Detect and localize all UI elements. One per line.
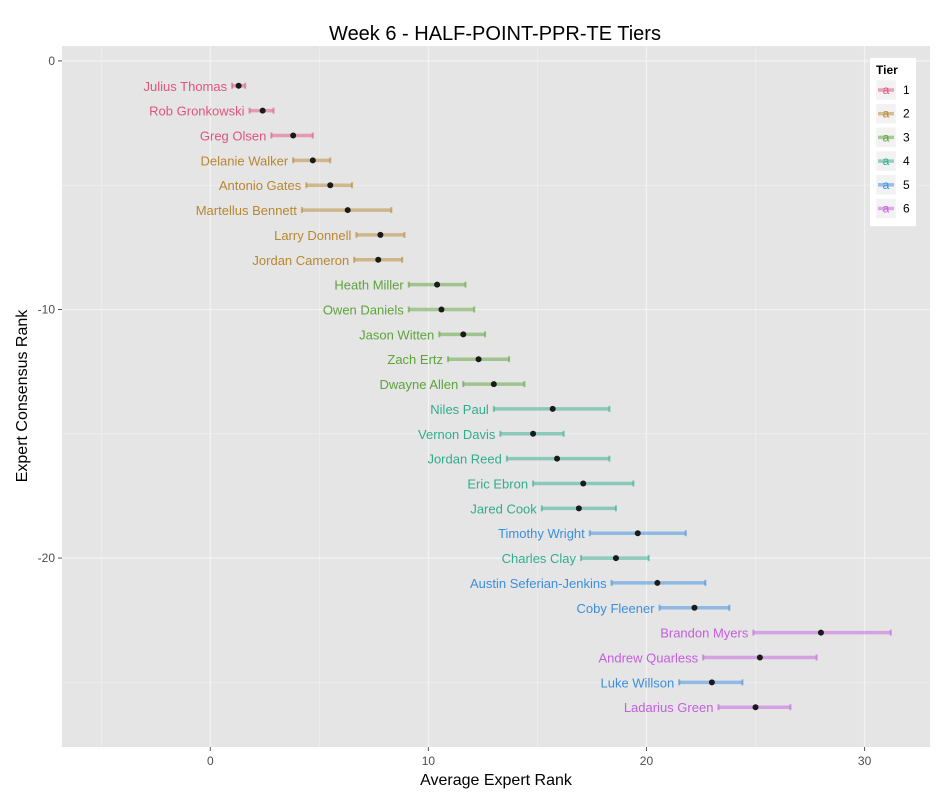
data-point xyxy=(235,82,242,89)
data-point xyxy=(475,356,482,363)
legend-entry-label: 5 xyxy=(903,178,910,192)
player-label: Brandon Myers xyxy=(660,626,749,641)
player-label: Julius Thomas xyxy=(144,79,228,94)
player-label: Larry Donnell xyxy=(274,228,351,243)
plot-panel xyxy=(62,46,930,747)
legend-entry-label: 6 xyxy=(903,202,910,216)
data-point xyxy=(634,530,641,537)
legend-entry-label: 3 xyxy=(903,130,910,144)
player-label: Delanie Walker xyxy=(201,153,289,168)
data-point xyxy=(490,381,497,388)
data-point xyxy=(438,306,445,313)
legend-key-glyph: a xyxy=(883,202,890,216)
chart-title: Week 6 - HALF-POINT-PPR-TE Tiers xyxy=(329,23,661,45)
player-label: Jared Cook xyxy=(470,501,537,516)
y-tick-label: -10 xyxy=(38,302,56,316)
player-label: Owen Daniels xyxy=(323,302,404,317)
data-point xyxy=(817,629,824,636)
data-point xyxy=(530,430,537,437)
major-gridlines xyxy=(62,46,930,747)
data-point xyxy=(580,480,587,487)
data-point xyxy=(708,679,715,686)
player-label: Niles Paul xyxy=(430,402,489,417)
player-label: Rob Gronkowski xyxy=(149,104,244,119)
x-tick-label: 30 xyxy=(858,754,872,768)
player-label: Timothy Wright xyxy=(498,526,585,541)
legend-key-glyph: a xyxy=(883,178,890,192)
player-label: Jordan Cameron xyxy=(252,253,349,268)
player-label: Luke Willson xyxy=(600,675,674,690)
y-tick-label: 0 xyxy=(48,54,55,68)
legend-entry-label: 4 xyxy=(903,154,910,168)
data-point xyxy=(290,132,297,139)
data-point xyxy=(344,207,351,214)
player-label: Antonio Gates xyxy=(219,178,302,193)
data-point xyxy=(434,281,441,288)
data-point xyxy=(375,256,382,263)
legend-key-glyph: a xyxy=(883,83,890,97)
x-tick-label: 0 xyxy=(207,754,214,768)
y-tick-label: -20 xyxy=(38,551,56,565)
player-labels: Julius Thomas Rob Gronkowski Greg Olsen Del… xyxy=(144,79,749,715)
player-label: Jason Witten xyxy=(359,327,434,342)
player-label: Austin Seferian-Jenkins xyxy=(470,576,607,591)
legend-key-glyph: a xyxy=(883,107,890,121)
player-label: Ladarius Green xyxy=(624,700,714,715)
y-axis-label: Expert Consensus Rank xyxy=(14,309,31,483)
player-label: Jordan Reed xyxy=(427,452,501,467)
player-label: Heath Miller xyxy=(334,278,404,293)
data-point xyxy=(575,505,582,512)
data-point xyxy=(691,604,698,611)
data-point xyxy=(259,107,266,114)
data-point xyxy=(549,405,556,412)
data-point xyxy=(756,654,763,661)
data-point xyxy=(327,182,334,189)
data-point xyxy=(377,231,384,238)
player-label: Martellus Bennett xyxy=(196,203,298,218)
player-label: Coby Fleener xyxy=(577,601,656,616)
data-point xyxy=(554,455,561,462)
legend-key-glyph: a xyxy=(883,130,890,144)
player-label: Greg Olsen xyxy=(200,128,266,143)
legend-entry-label: 1 xyxy=(903,83,910,97)
player-label: Vernon Davis xyxy=(418,427,496,442)
x-axis-label: Average Expert Rank xyxy=(420,772,573,789)
minor-gridlines xyxy=(62,46,930,747)
player-label: Eric Ebron xyxy=(467,477,528,492)
data-point xyxy=(654,579,661,586)
y-axis: 0 -10 -20 xyxy=(38,54,62,565)
legend-entry-label: 2 xyxy=(903,107,910,121)
x-axis: 0 10 20 30 xyxy=(207,747,872,768)
data-point xyxy=(309,157,316,164)
data-point xyxy=(752,704,759,711)
player-label: Charles Clay xyxy=(502,551,577,566)
player-label: Zach Ertz xyxy=(387,352,443,367)
legend-title: Tier xyxy=(876,63,898,77)
player-label: Dwayne Allen xyxy=(380,377,459,392)
x-tick-label: 10 xyxy=(422,754,436,768)
data-point xyxy=(460,331,467,338)
legend-key-glyph: a xyxy=(883,154,890,168)
data-points xyxy=(235,82,824,711)
data-point xyxy=(612,555,619,562)
x-tick-label: 20 xyxy=(640,754,654,768)
player-label: Andrew Quarless xyxy=(598,651,698,666)
